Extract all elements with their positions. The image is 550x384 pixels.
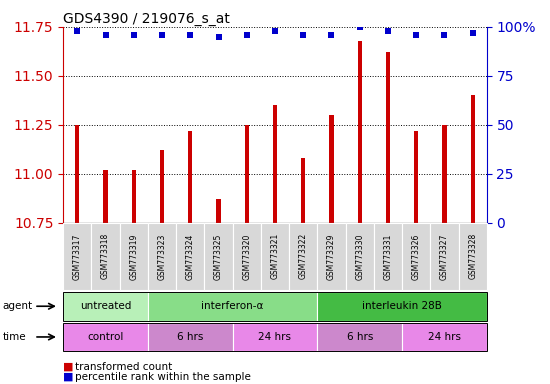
Text: percentile rank within the sample: percentile rank within the sample <box>75 372 251 382</box>
Text: GSM773319: GSM773319 <box>129 233 139 280</box>
Bar <box>470 95 475 223</box>
Bar <box>301 158 305 223</box>
Text: GSM773324: GSM773324 <box>186 233 195 280</box>
Text: 24 hrs: 24 hrs <box>258 332 292 342</box>
Point <box>73 28 82 34</box>
Bar <box>386 52 390 223</box>
Text: 6 hrs: 6 hrs <box>346 332 373 342</box>
Bar <box>329 115 334 223</box>
Bar <box>442 125 447 223</box>
Bar <box>75 125 80 223</box>
Text: GSM773320: GSM773320 <box>242 233 251 280</box>
Point <box>186 31 195 38</box>
Point <box>101 31 110 38</box>
Bar <box>358 41 362 223</box>
Point <box>412 31 421 38</box>
Point <box>355 24 364 30</box>
Point <box>158 31 167 38</box>
Text: GSM773321: GSM773321 <box>271 233 279 280</box>
Text: transformed count: transformed count <box>75 362 173 372</box>
Text: 24 hrs: 24 hrs <box>428 332 461 342</box>
Text: GSM773328: GSM773328 <box>468 233 477 280</box>
Bar <box>273 105 277 223</box>
Bar <box>131 170 136 223</box>
Bar <box>245 125 249 223</box>
Text: GDS4390 / 219076_s_at: GDS4390 / 219076_s_at <box>63 12 230 26</box>
Bar <box>103 170 108 223</box>
Text: ■: ■ <box>63 362 74 372</box>
Point <box>243 31 251 38</box>
Text: 6 hrs: 6 hrs <box>177 332 204 342</box>
Text: untreated: untreated <box>80 301 131 311</box>
Text: ■: ■ <box>63 372 74 382</box>
Text: GSM773327: GSM773327 <box>440 233 449 280</box>
Text: agent: agent <box>3 301 33 311</box>
Text: time: time <box>3 332 26 342</box>
Text: GSM773326: GSM773326 <box>411 233 421 280</box>
Text: GSM773331: GSM773331 <box>383 233 393 280</box>
Bar <box>216 199 221 223</box>
Text: GSM773325: GSM773325 <box>214 233 223 280</box>
Bar <box>414 131 419 223</box>
Point <box>299 31 307 38</box>
Text: GSM773329: GSM773329 <box>327 233 336 280</box>
Bar <box>160 150 164 223</box>
Text: interferon-α: interferon-α <box>201 301 264 311</box>
Point <box>129 31 138 38</box>
Text: GSM773330: GSM773330 <box>355 233 364 280</box>
Text: GSM773318: GSM773318 <box>101 233 110 280</box>
Point <box>383 28 392 34</box>
Bar <box>188 131 192 223</box>
Text: GSM773323: GSM773323 <box>157 233 167 280</box>
Text: GSM773317: GSM773317 <box>73 233 82 280</box>
Point <box>214 34 223 40</box>
Point <box>271 28 279 34</box>
Text: interleukin 28B: interleukin 28B <box>362 301 442 311</box>
Point <box>327 31 336 38</box>
Text: control: control <box>87 332 124 342</box>
Point <box>468 30 477 36</box>
Point <box>440 31 449 38</box>
Text: GSM773322: GSM773322 <box>299 233 308 280</box>
